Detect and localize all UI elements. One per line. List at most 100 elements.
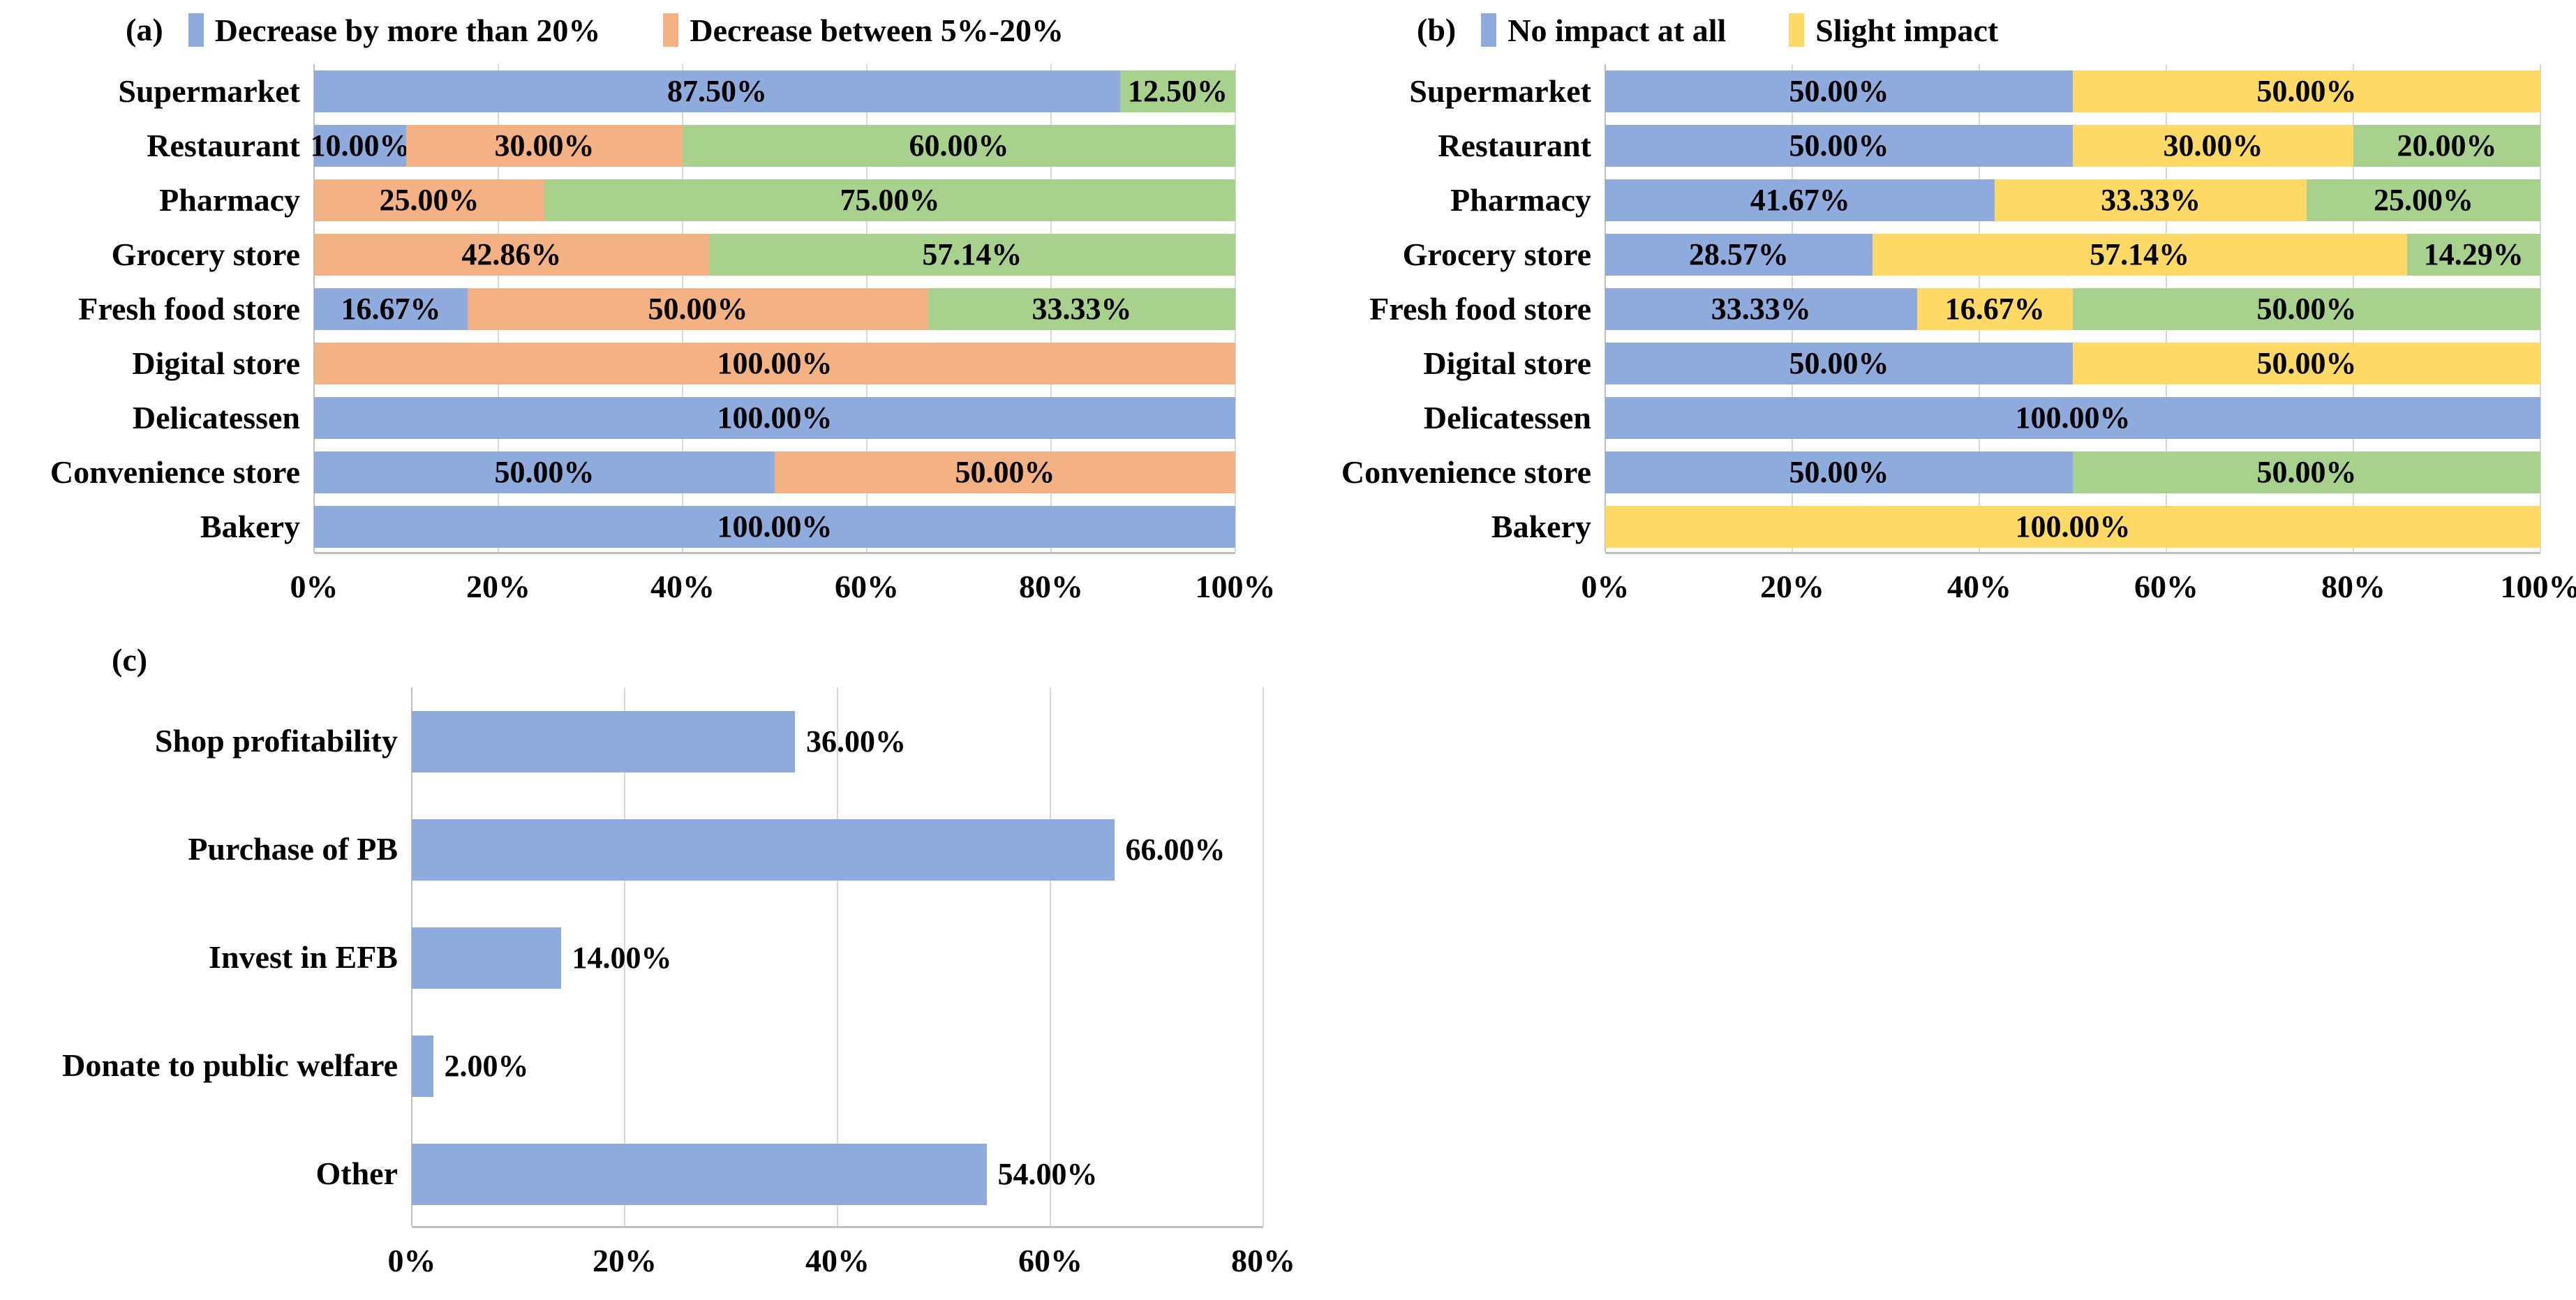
value-label: 36.00% [806, 724, 906, 759]
value-label: 12.50% [1128, 74, 1228, 108]
value-label: 50.00% [2256, 74, 2357, 108]
axis-tick-label: 80% [1019, 569, 1083, 604]
panel-a: (a) Decrease by more than 20% Decrease be… [21, 8, 1276, 635]
axis-tick-label: 80% [1231, 1243, 1295, 1278]
bar-segment: 54.00% [412, 1143, 1098, 1205]
gridline [837, 687, 838, 1226]
bar-segment: 50.00% [2073, 70, 2540, 112]
category-label: Digital store [1423, 345, 1591, 381]
bar-segment: 33.33% [1605, 288, 1917, 330]
bar-row: Grocery store 42.86% 57.14% [21, 227, 1235, 282]
axis-tick-label: 60% [835, 569, 899, 604]
value-label: 33.33% [1711, 292, 1811, 326]
category-label: Supermarket [1409, 73, 1591, 109]
value-label: 50.00% [1789, 455, 1889, 489]
x-axis-tick-row: 0% 20% 40% 60% 80% 100% [1581, 569, 2576, 635]
panel-b-header: (b) No impact at all Slight impact [1312, 8, 2540, 52]
bar-segment: 57.14% [708, 234, 1235, 276]
bar-row: Shop profitability 36.00% [7, 687, 1263, 795]
bar-row: Purchase of PB 66.00% [7, 795, 1263, 904]
legend-item: Decrease by more than 20% [188, 12, 601, 49]
bar-track: 66.00% [412, 795, 1263, 904]
bar-segment: 50.00% [1605, 451, 2073, 493]
bar-track: 50.00% 50.00% [1605, 64, 2540, 119]
axis-tick-label: 100% [2500, 569, 2576, 604]
axis-tick-label: 20% [593, 1243, 657, 1278]
bar-segment: 57.14% [1872, 234, 2407, 276]
category-label: Other [315, 1156, 398, 1192]
axis-tick-label: 60% [2134, 569, 2198, 604]
bar-segment: 16.67% [314, 288, 468, 330]
value-label: 25.00% [2373, 183, 2473, 217]
category-label: Fresh food store [78, 290, 300, 327]
bar-track: 54.00% [412, 1120, 1263, 1228]
value-label: 50.00% [2256, 346, 2357, 380]
bar-row: Bakery 100.00% [1312, 500, 2540, 554]
bar-segment: 50.00% [2073, 451, 2540, 493]
value-label: 50.00% [648, 292, 748, 326]
value-label: 30.00% [494, 128, 595, 163]
bar-segment: 42.86% [314, 234, 709, 276]
bar-row: Pharmacy 41.67% 33.33% 25.00% [1312, 173, 2540, 227]
panel-c: (c) Shop profitability 36.00% Purchase of … [7, 638, 1295, 1300]
category-label: Shop profitability [154, 723, 398, 759]
bar-segment: 50.00% [775, 451, 1235, 493]
value-label: 16.67% [341, 292, 441, 326]
category-label: Delicatessen [132, 399, 300, 435]
category-label: Restaurant [1438, 127, 1591, 163]
bar-row: Supermarket 87.50% 12.50% [21, 64, 1235, 119]
bar-segment: 28.57% [1605, 234, 1873, 276]
bar-track: 36.00% [412, 687, 1263, 795]
legend-item: Slight impact [1789, 12, 1998, 49]
category-label: Bakery [1491, 508, 1591, 544]
category-label: Supermarket [118, 73, 300, 109]
gridline [2540, 64, 2541, 552]
value-label: 20.00% [2397, 128, 2497, 163]
axis-tick-label: 20% [1760, 569, 1824, 604]
bar-chart-c: Shop profitability 36.00% Purchase of PB 66… [7, 687, 1295, 1300]
axis-tick-label: 100% [1195, 569, 1276, 604]
value-label: 100.00% [2015, 401, 2131, 435]
bar-segment: 12.50% [1120, 70, 1235, 112]
axis-tick-label: 20% [466, 569, 530, 604]
bar-row: Other 54.00% [7, 1120, 1263, 1228]
axis-tick-label: 80% [2321, 569, 2385, 604]
value-label: 42.86% [461, 237, 562, 271]
bar-track: 100.00% [314, 391, 1235, 445]
category-label: Grocery store [111, 236, 300, 272]
bar-segment: 16.67% [1916, 288, 2073, 330]
bar-segment: 33.33% [1995, 179, 2307, 221]
bar-segment: 60.00% [683, 125, 1235, 167]
value-label: 33.33% [2101, 183, 2201, 217]
axis-tick-label: 60% [1018, 1243, 1082, 1278]
bar-row: Digital store 50.00% 50.00% [1312, 336, 2540, 391]
bar-row: Bakery 100.00% [21, 500, 1235, 554]
bar-track: 42.86% 57.14% [314, 227, 1235, 282]
bar-track: 87.50% 12.50% [314, 64, 1235, 119]
legend-swatch-icon [188, 13, 204, 47]
value-label: 100.00% [2015, 509, 2131, 544]
bar-track: 50.00% 30.00% 20.00% [1605, 119, 2540, 173]
legend-swatch-icon [1481, 13, 1497, 47]
bar-row: Delicatessen 100.00% [1312, 391, 2540, 445]
bar-row: Convenience store 50.00% 50.00% [1312, 445, 2540, 500]
bar-segment: 66.00% [412, 819, 1226, 881]
bar-segment: 30.00% [406, 125, 683, 167]
bar-track: 2.00% [412, 1012, 1263, 1120]
bar-segment: 36.00% [412, 710, 906, 772]
legend-swatch-icon [663, 13, 679, 47]
bar-row: Convenience store 50.00% 50.00% [21, 445, 1235, 500]
value-label: 30.00% [2163, 128, 2263, 163]
legend-label: Decrease by more than 20% [214, 12, 601, 48]
legend-swatch-icon [1789, 13, 1805, 47]
axis-tick-label: 40% [650, 569, 715, 604]
bar-row: Donate to public welfare 2.00% [7, 1012, 1263, 1120]
category-label: Donate to public welfare [62, 1047, 398, 1084]
bar-segment: 14.29% [2406, 234, 2540, 276]
bar-segment: 25.00% [314, 179, 544, 221]
bar-segment: 100.00% [1605, 397, 2540, 439]
bar-track: 100.00% [1605, 500, 2540, 554]
category-label: Restaurant [147, 127, 300, 163]
value-label: 16.67% [1944, 292, 2045, 326]
